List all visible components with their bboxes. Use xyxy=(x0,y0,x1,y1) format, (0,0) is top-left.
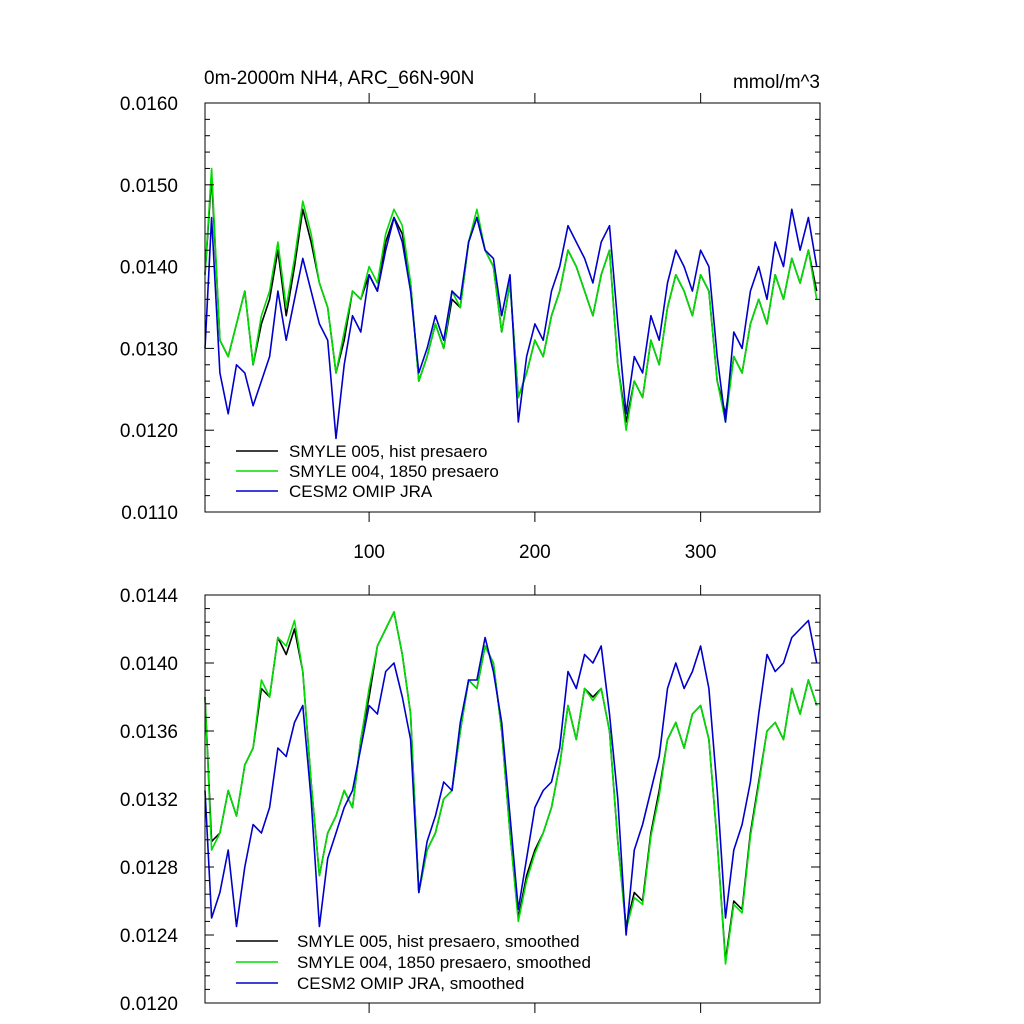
y-tick-label: 0.0144 xyxy=(120,586,179,607)
y-tick-label: 0.0124 xyxy=(120,926,179,947)
legend-label-1: SMYLE 004, 1850 presaero, smoothed xyxy=(297,953,591,972)
series-line-2 xyxy=(204,208,818,440)
x-tick-label: 300 xyxy=(685,542,717,563)
units-label: mmol/m^3 xyxy=(733,72,820,93)
top-panel: 0m-2000m NH4, ARC_66N-90N mmol/m^3 0.011… xyxy=(120,68,821,563)
legend-label-1: SMYLE 004, 1850 presaero xyxy=(289,462,499,481)
series-line-1 xyxy=(204,611,818,965)
chart-title: 0m-2000m NH4, ARC_66N-90N xyxy=(204,68,474,89)
y-tick-label: 0.0140 xyxy=(120,258,178,279)
y-tick-label: 0.0110 xyxy=(121,503,178,524)
y-tick-label: 0.0132 xyxy=(120,790,178,811)
series-line-2 xyxy=(204,619,818,936)
y-tick-label: 0.0150 xyxy=(120,176,178,197)
legend-label-2: CESM2 OMIP JRA, smoothed xyxy=(297,974,524,993)
y-tick-label: 0.0120 xyxy=(120,994,178,1015)
x-tick-label: 200 xyxy=(519,542,551,563)
y-tick-label: 0.0160 xyxy=(120,94,178,115)
y-tick-label: 0.0130 xyxy=(120,339,178,360)
bottom-panel: 0.0120 0.0124 0.0128 0.0132 0.0136 0.0140 0.01… xyxy=(120,585,821,1015)
legend-label-0: SMYLE 005, hist presaero xyxy=(289,442,487,461)
y-tick-label: 0.0128 xyxy=(120,858,178,879)
legend-label-0: SMYLE 005, hist presaero, smoothed xyxy=(297,932,580,951)
plot-frame xyxy=(204,102,821,513)
y-tick-label: 0.0136 xyxy=(120,722,178,743)
y-tick-label: 0.0140 xyxy=(120,654,178,675)
y-tick-label: 0.0120 xyxy=(120,421,178,442)
x-tick-label: 100 xyxy=(353,542,385,563)
legend-label-2: CESM2 OMIP JRA xyxy=(289,482,433,501)
